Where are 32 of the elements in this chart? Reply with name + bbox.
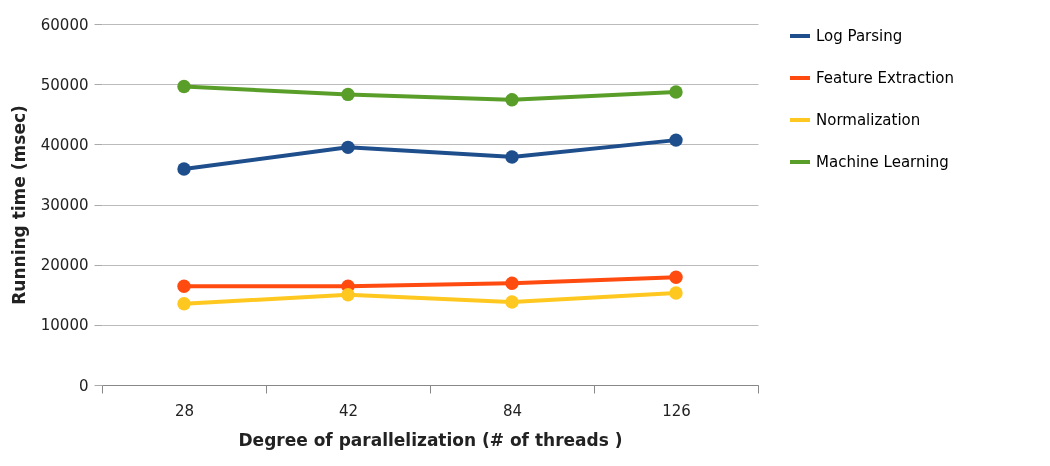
point bbox=[505, 276, 519, 291]
y-tick-label: 20000 bbox=[40, 256, 89, 275]
y-axis-title: Running time (msec) bbox=[8, 105, 29, 305]
point bbox=[177, 297, 191, 311]
legend-label: Normalization bbox=[816, 111, 921, 129]
point bbox=[341, 87, 355, 102]
point bbox=[505, 150, 519, 164]
y-tick-label: 60000 bbox=[40, 15, 89, 34]
y-tick-label: 0 bbox=[78, 376, 89, 395]
y-tick-label: 10000 bbox=[40, 316, 89, 335]
legend-label: Feature Extraction bbox=[816, 69, 955, 87]
point bbox=[341, 288, 355, 302]
y-tick-label: 40000 bbox=[40, 135, 89, 154]
point bbox=[669, 270, 683, 284]
point bbox=[177, 162, 191, 176]
point bbox=[177, 79, 191, 94]
point bbox=[505, 93, 519, 107]
point bbox=[669, 133, 683, 147]
x-tick-label: 42 bbox=[338, 401, 359, 420]
x-tick-label: 84 bbox=[502, 401, 523, 420]
point bbox=[669, 286, 683, 300]
x-tick-label: 126 bbox=[662, 401, 691, 420]
y-tick-label: 30000 bbox=[40, 196, 89, 214]
legend-label: Machine Learning bbox=[816, 153, 949, 171]
legend-label: Log Parsing bbox=[816, 27, 903, 45]
x-axis-title: Degree of parallelization (# of threads ) bbox=[238, 429, 623, 450]
y-tick-label: 50000 bbox=[40, 75, 89, 94]
point bbox=[177, 279, 191, 294]
point bbox=[669, 85, 683, 99]
point bbox=[341, 140, 355, 155]
x-tick-label: 28 bbox=[174, 401, 195, 420]
point bbox=[505, 295, 519, 309]
